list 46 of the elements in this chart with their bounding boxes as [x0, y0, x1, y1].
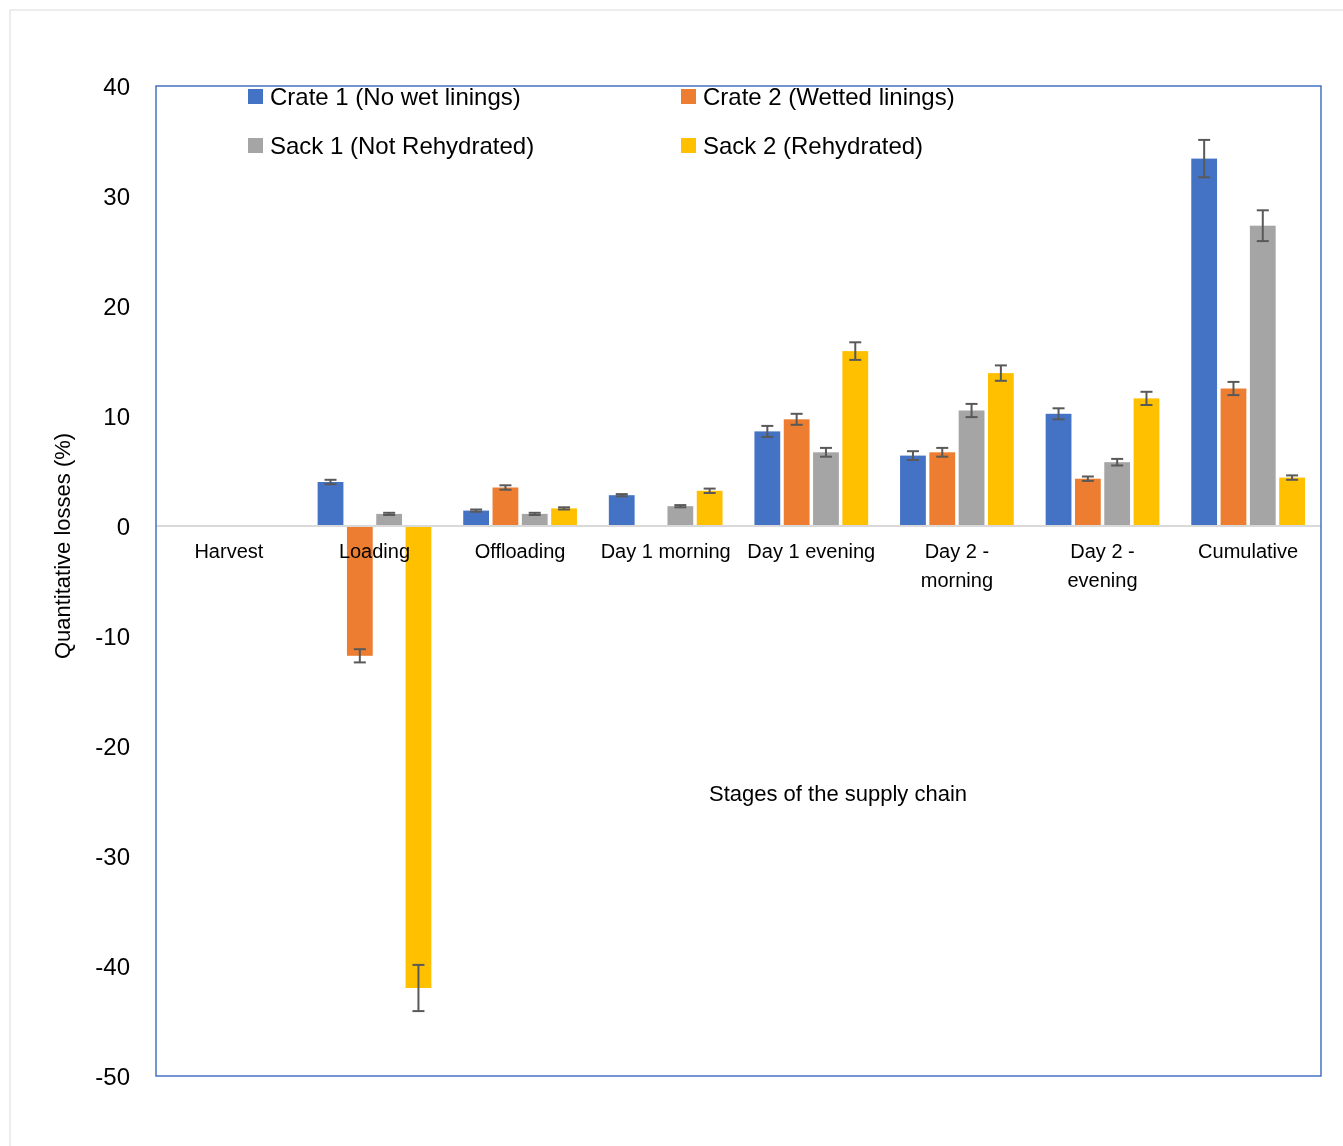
- x-axis-title: Stages of the supply chain: [708, 781, 968, 806]
- x-tick-label: Cumulative: [1198, 540, 1299, 562]
- bar: [958, 410, 985, 526]
- y-tick-label: -50: [95, 1062, 130, 1090]
- bar: [1074, 478, 1101, 526]
- x-tick-label: Harvest: [194, 540, 264, 562]
- bar: [929, 452, 956, 526]
- bar: [900, 455, 926, 526]
- y-axis-title: Quantitative losses (%): [50, 432, 75, 660]
- legend-label: Sack 1 (Not Rehydrated): [270, 131, 535, 159]
- y-tick-label: 20: [103, 292, 130, 320]
- bar: [754, 431, 781, 526]
- bar: [1045, 413, 1072, 526]
- bar: [317, 482, 344, 526]
- x-tick-label: Day 2 - evening: [1067, 540, 1138, 591]
- x-tick-label: Offloading: [474, 540, 566, 562]
- bar: [1191, 158, 1218, 526]
- x-tick-label: Day 2 - morning: [920, 540, 994, 591]
- bar: [842, 351, 869, 526]
- y-tick-label: 30: [103, 182, 130, 210]
- legend-label: Sack 2 (Rehydrated): [703, 131, 924, 159]
- bar: [608, 495, 635, 526]
- bar: [463, 510, 490, 526]
- bar: [783, 419, 810, 526]
- bar: [667, 506, 694, 526]
- bar: [1133, 398, 1160, 526]
- y-tick-label: -10: [95, 622, 130, 650]
- y-tick-label: -40: [95, 952, 130, 980]
- bar: [1104, 462, 1131, 526]
- legend-label: Crate 1 (No wet linings): [270, 82, 521, 110]
- bar: [987, 373, 1014, 526]
- legend-label: Crate 2 (Wetted linings): [703, 82, 955, 110]
- x-tick-label: Day 1 evening: [747, 540, 876, 562]
- bar: [551, 508, 577, 526]
- y-tick-label: 40: [103, 72, 130, 100]
- y-tick-label: -30: [95, 842, 130, 870]
- x-tick-label: Day 1 morning: [600, 540, 731, 562]
- y-tick-label: 0: [116, 512, 130, 540]
- bar: [492, 487, 519, 526]
- bar: [1249, 225, 1276, 526]
- bar: [813, 452, 839, 526]
- y-tick-label: 10: [103, 402, 130, 430]
- bar: [696, 490, 723, 526]
- y-tick-label: -20: [95, 732, 130, 760]
- bar: [1220, 388, 1247, 526]
- bar: [1279, 477, 1305, 526]
